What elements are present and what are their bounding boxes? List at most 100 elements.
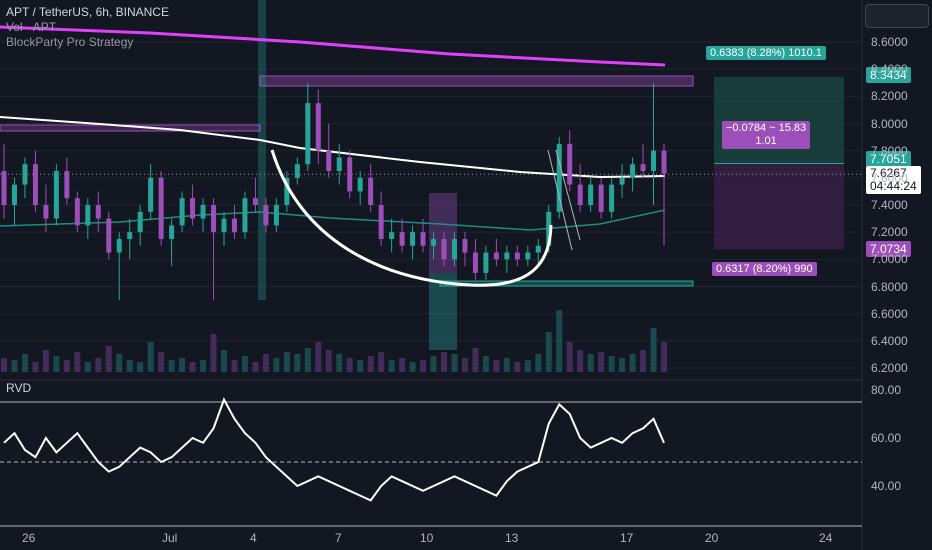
- volume-bar: [577, 350, 584, 372]
- candle-body: [525, 252, 531, 260]
- candle-body: [85, 205, 91, 226]
- candle-body: [106, 218, 112, 253]
- candle-body: [514, 252, 520, 260]
- time-tick-label: 20: [705, 531, 719, 545]
- volume-bar: [640, 350, 647, 372]
- volume-bar: [241, 356, 248, 372]
- price-tag-entry: 7.7051: [866, 151, 911, 167]
- candle-body: [148, 177, 154, 212]
- volume-bar: [304, 348, 311, 372]
- candle-body: [431, 238, 437, 246]
- target-zone: [714, 76, 844, 164]
- volume-bar: [325, 350, 332, 372]
- volume-bar: [598, 352, 605, 372]
- candle-body: [368, 177, 374, 205]
- candle-body: [357, 177, 363, 192]
- ratio-line-1: −0.0784 ~ 15.83: [726, 122, 807, 134]
- volume-bar: [524, 360, 531, 372]
- stop-label: 0.6317 (8.20%) 990: [712, 262, 817, 276]
- candle-body: [609, 184, 615, 212]
- price-tick-label: 8.6000: [871, 35, 908, 49]
- time-tick-label: 7: [335, 531, 342, 545]
- target-label: 0.6383 (8.28%) 1010.1: [706, 46, 826, 60]
- price-tag-stop: 7.0734: [866, 241, 911, 257]
- volume-bar: [472, 348, 479, 372]
- volume-bar: [147, 342, 154, 372]
- candle-body: [273, 205, 279, 226]
- price-tick-label: 8.2000: [871, 89, 908, 104]
- candle-body: [472, 252, 478, 273]
- volume-bar: [315, 342, 322, 372]
- candle-body: [483, 252, 489, 273]
- handle-channel: [547, 149, 581, 251]
- price-tick-label: 8.4000: [871, 62, 908, 77]
- rvd-line: [3, 397, 665, 502]
- volume-bar: [556, 310, 563, 372]
- volume-bar: [535, 354, 542, 372]
- cup-drawing: [270, 149, 553, 287]
- candle-body: [190, 198, 196, 219]
- volume-bar: [105, 346, 112, 372]
- stop-zone: [714, 163, 844, 250]
- volume-bar: [420, 360, 427, 372]
- volume-bar: [294, 354, 301, 372]
- volume-bar: [168, 360, 175, 372]
- rvd-tick-label: 80.00: [871, 383, 902, 397]
- volume-bar: [650, 328, 657, 372]
- ma-magenta-line: [0, 25, 666, 67]
- volume-bar: [367, 356, 374, 372]
- price-tick-label: 7.6000: [871, 170, 908, 185]
- candle-body: [493, 252, 499, 260]
- candle-body: [294, 164, 300, 178]
- candle-body: [588, 184, 594, 205]
- time-tick-label: 26: [22, 531, 36, 545]
- volume-legend: Vol · APT: [6, 20, 57, 34]
- candle-body: [326, 150, 332, 172]
- strategy-legend: BlockParty Pro Strategy: [6, 35, 134, 49]
- volume-bar: [461, 358, 468, 372]
- volume-bar: [32, 362, 39, 372]
- rvd-legend: RVD: [6, 381, 31, 396]
- symbol-title: APT / TetherUS, 6h, BINANCE: [6, 5, 169, 19]
- volume-bar: [336, 354, 343, 372]
- time-tick-label: 4: [250, 531, 257, 545]
- time-tick-label: Jul: [162, 531, 178, 545]
- candle-body: [546, 211, 552, 246]
- candle-body: [74, 198, 80, 226]
- rvd-title: RVD: [6, 381, 32, 395]
- ratio-line-2: 1.01: [755, 135, 777, 147]
- candle-body: [640, 164, 646, 172]
- volume-bar: [514, 362, 521, 372]
- price-grid: [0, 0, 863, 550]
- time-tick-label: 24: [819, 531, 833, 545]
- rvd-pane: [0, 379, 862, 527]
- settings-box[interactable]: [865, 4, 929, 28]
- position-tool: [0, 0, 862, 350]
- candle-body: [158, 177, 164, 239]
- candle-body: [211, 205, 217, 233]
- candle-body: [451, 238, 457, 260]
- candle-body: [127, 232, 133, 239]
- volume-bar: [587, 354, 594, 372]
- candle-body: [315, 103, 321, 151]
- candle-body: [231, 218, 237, 233]
- volume-bar: [63, 360, 70, 372]
- price-tick-label: 6.6000: [871, 306, 908, 321]
- resistance-zone: [259, 75, 694, 87]
- volume-bar: [231, 360, 238, 372]
- volume-bar: [283, 352, 290, 372]
- candles: [1, 82, 667, 301]
- candle-body: [420, 232, 426, 246]
- volume-bar: [566, 342, 573, 372]
- time-tick-label: 13: [505, 531, 519, 545]
- candle-body: [399, 232, 405, 246]
- candle-body: [462, 238, 468, 253]
- volume-bar: [399, 358, 406, 372]
- chart-legend: APT / TetherUS, 6h, BINANCE Vol · APT Bl…: [6, 5, 169, 50]
- volume-bar: [482, 356, 489, 372]
- volume-bar: [1, 358, 7, 372]
- volume-bar: [84, 362, 91, 372]
- rvd-tick-label: 40.00: [871, 479, 902, 493]
- candle-body: [410, 232, 416, 246]
